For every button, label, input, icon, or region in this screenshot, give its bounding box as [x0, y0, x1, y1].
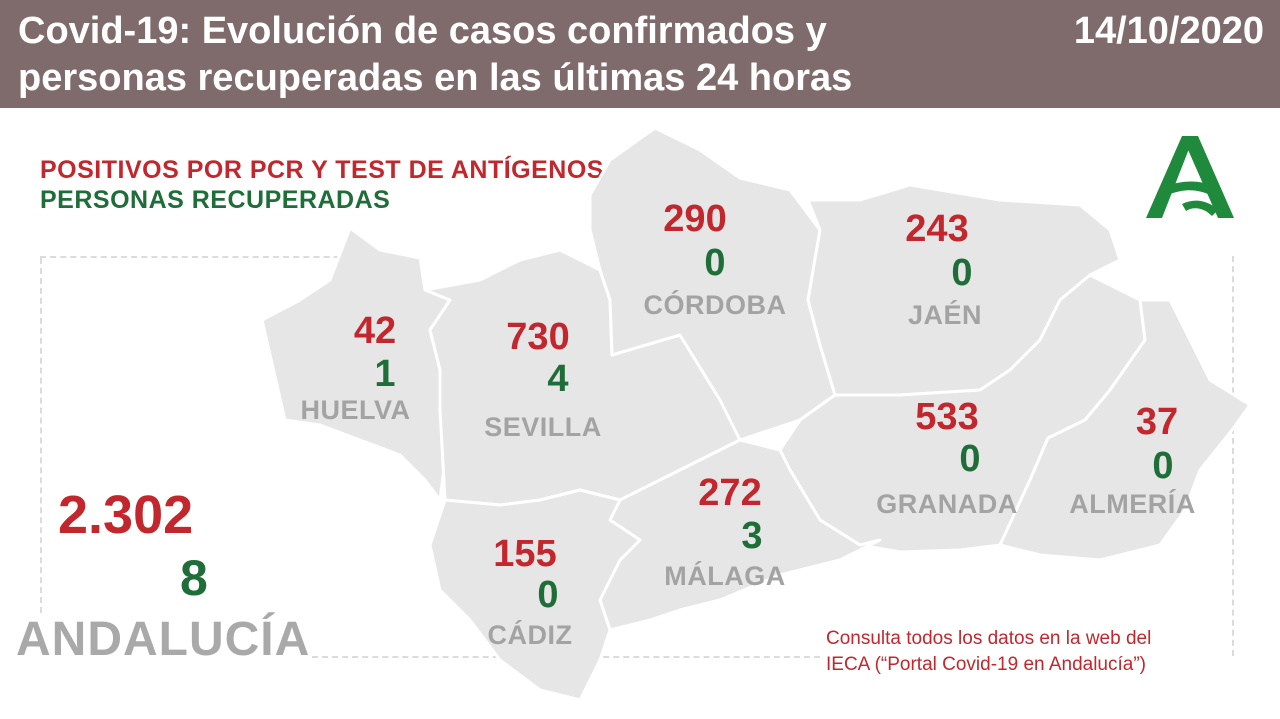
dashed-frame-top — [40, 256, 360, 258]
cordoba-recovered: 0 — [704, 242, 726, 284]
dashed-frame-right — [1232, 256, 1234, 656]
province-cadiz — [428, 488, 642, 702]
huelva-recovered: 1 — [374, 353, 396, 395]
legend-positives: POSITIVOS POR PCR Y TEST DE ANTÍGENOS — [40, 156, 604, 184]
sevilla-positives: 730 — [506, 316, 570, 358]
sevilla-label: SEVILLA — [484, 412, 602, 442]
almeria-positives: 37 — [1135, 401, 1179, 443]
date-label: 14/10/2020 — [1073, 10, 1264, 52]
malaga-positives: 272 — [698, 472, 762, 514]
cordoba-label: CÓRDOBA — [643, 290, 787, 320]
cordoba-positives: 290 — [663, 198, 727, 240]
malaga-recovered: 3 — [741, 515, 763, 557]
cadiz-label: CÁDIZ — [487, 620, 573, 650]
total-positives: 2.302 — [58, 485, 194, 545]
sevilla-recovered: 4 — [547, 358, 569, 400]
almeria-recovered: 0 — [1152, 445, 1174, 487]
jaen-positives: 243 — [905, 208, 969, 250]
almeria-label: ALMERÍA — [1069, 489, 1196, 519]
junta-andalucia-logo-icon — [1146, 136, 1234, 218]
granada-positives: 533 — [915, 396, 979, 438]
cadiz-recovered: 0 — [537, 574, 559, 616]
header-bar: Covid-19: Evolución de casos confirmados… — [0, 0, 1280, 108]
source-line-2: IECA (“Portal Covid-19 en Andalucía”) — [826, 654, 1146, 675]
granada-recovered: 0 — [959, 438, 981, 480]
huelva-positives: 42 — [353, 310, 397, 352]
source-line-1: Consulta todos los datos en la web del — [826, 628, 1152, 649]
jaen-label: JAÉN — [907, 300, 983, 330]
dashed-frame-left — [40, 258, 42, 613]
province-almeria — [998, 298, 1252, 562]
legend-recovered: PERSONAS RECUPERADAS — [40, 186, 391, 214]
total-recovered: 8 — [180, 550, 208, 606]
source-note: Consulta todos los datos en la web del I… — [826, 626, 1246, 678]
granada-label: GRANADA — [876, 489, 1018, 519]
page-title: Covid-19: Evolución de casos confirmados… — [18, 10, 853, 99]
cadiz-positives: 155 — [493, 533, 557, 575]
region-title: ANDALUCÍA — [16, 613, 311, 666]
jaen-recovered: 0 — [951, 252, 973, 294]
huelva-label: HUELVA — [300, 395, 411, 425]
malaga-label: MÁLAGA — [664, 561, 786, 591]
